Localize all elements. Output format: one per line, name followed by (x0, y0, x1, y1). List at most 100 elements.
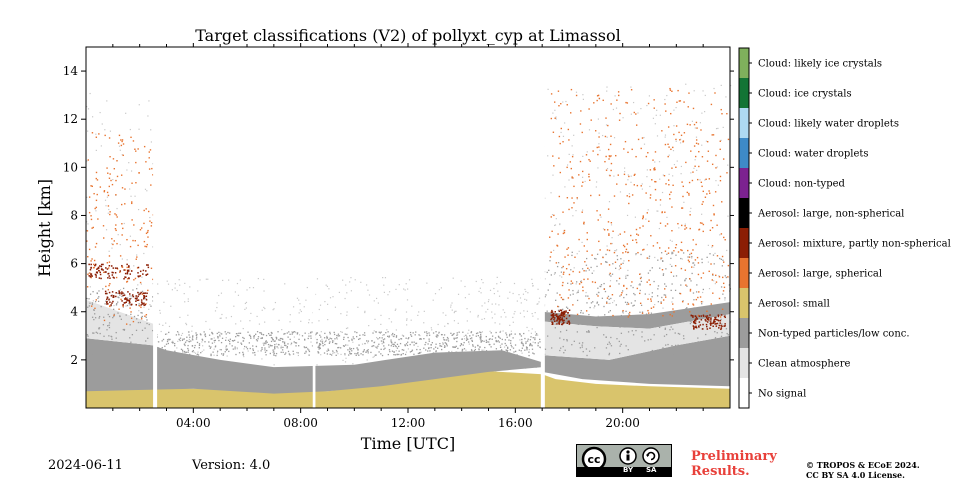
speckle-point (640, 108, 642, 110)
speckle-point (347, 344, 349, 346)
speckle-point (144, 245, 146, 248)
speckle-point (640, 276, 642, 279)
speckle-point (596, 181, 598, 183)
speckle-point (561, 319, 564, 321)
speckle-point (544, 278, 546, 280)
speckle-point (653, 168, 655, 170)
speckle-point (89, 293, 92, 295)
speckle-point (654, 303, 656, 306)
speckle-point (120, 318, 122, 320)
speckle-point (182, 338, 184, 340)
speckle-point (122, 305, 124, 307)
speckle-point (635, 124, 638, 126)
speckle-point (560, 296, 563, 299)
speckle-point (453, 337, 455, 339)
speckle-point (582, 350, 584, 353)
speckle-point (659, 204, 662, 206)
speckle-point (140, 299, 143, 301)
speckle-point (526, 310, 529, 312)
speckle-point (131, 294, 134, 296)
speckle-point (332, 296, 334, 298)
speckle-point (619, 265, 621, 267)
speckle-point (367, 289, 369, 291)
speckle-point (89, 343, 92, 346)
speckle-point (86, 286, 89, 288)
speckle-point (340, 353, 342, 356)
speckle-point (563, 338, 565, 341)
speckle-point (609, 310, 612, 312)
speckle-point (266, 341, 268, 343)
speckle-point (383, 338, 386, 340)
speckle-point (564, 349, 566, 351)
speckle-point (658, 324, 660, 327)
speckle-point (711, 134, 713, 136)
speckle-point (698, 321, 701, 323)
speckle-point (672, 297, 674, 299)
speckle-point (583, 221, 585, 224)
speckle-point (495, 331, 497, 334)
speckle-point (87, 223, 89, 225)
speckle-point (253, 335, 256, 337)
speckle-point (702, 230, 704, 233)
speckle-point (709, 327, 711, 329)
speckle-point (252, 287, 255, 289)
speckle-point (713, 263, 715, 265)
speckle-point (693, 328, 695, 330)
speckle-point (281, 337, 283, 340)
speckle-point (713, 320, 715, 322)
speckle-point (134, 240, 136, 242)
speckle-point (108, 255, 111, 257)
speckle-point (179, 284, 181, 286)
speckle-point (718, 276, 721, 278)
speckle-point (676, 318, 678, 320)
speckle-point (88, 248, 91, 251)
speckle-point (460, 343, 463, 346)
speckle-point (139, 270, 142, 273)
speckle-point (479, 346, 481, 348)
speckle-point (692, 249, 694, 251)
speckle-point (128, 300, 131, 303)
speckle-point (161, 352, 163, 354)
speckle-point (143, 295, 146, 298)
speckle-point (128, 349, 130, 352)
speckle-point (689, 288, 692, 291)
speckle-point (665, 268, 667, 270)
speckle-point (261, 348, 263, 350)
speckle-point (714, 350, 716, 353)
speckle-point (360, 353, 362, 355)
speckle-point (92, 332, 94, 334)
speckle-point (718, 324, 721, 327)
speckle-point (103, 190, 106, 192)
speckle-point (213, 348, 215, 350)
speckle-point (656, 135, 659, 137)
speckle-point (145, 316, 147, 318)
speckle-point (286, 347, 288, 349)
speckle-point (635, 113, 637, 115)
speckle-point (107, 212, 109, 214)
speckle-point (107, 267, 110, 269)
speckle-point (108, 298, 110, 301)
speckle-point (615, 249, 618, 251)
speckle-point (689, 344, 691, 346)
speckle-point (345, 344, 347, 346)
speckle-point (586, 250, 588, 252)
speckle-point (584, 180, 586, 183)
speckle-point (183, 343, 186, 345)
speckle-point (225, 346, 227, 348)
speckle-point (113, 296, 115, 298)
speckle-point (487, 301, 490, 303)
speckle-point (595, 258, 597, 260)
speckle-point (530, 344, 532, 346)
speckle-point (609, 272, 611, 275)
speckle-point (715, 274, 717, 277)
speckle-point (572, 215, 574, 217)
speckle-point (380, 348, 382, 350)
speckle-point (712, 325, 714, 328)
speckle-point (491, 311, 493, 313)
speckle-point (559, 223, 561, 226)
speckle-point (118, 134, 121, 137)
speckle-point (712, 204, 715, 207)
speckle-point (656, 210, 658, 212)
speckle-point (722, 126, 724, 128)
speckle-point (576, 253, 578, 255)
